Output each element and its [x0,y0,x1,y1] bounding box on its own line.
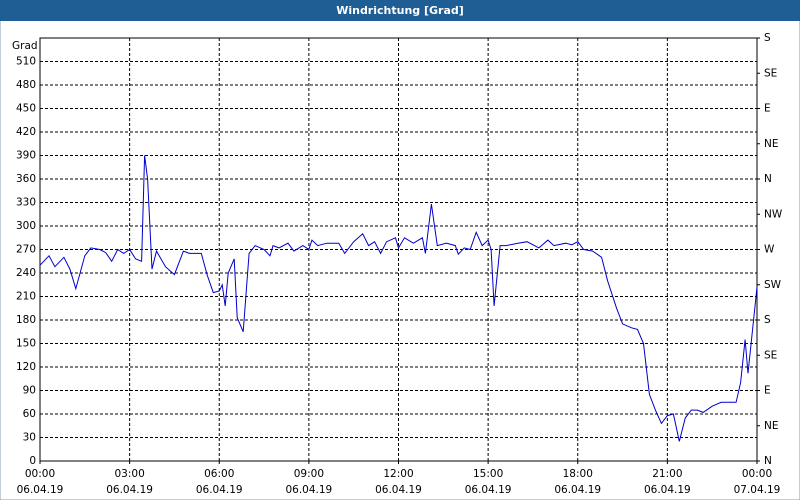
y-tick-label: 330 [16,197,36,209]
y-tick-label: 480 [16,79,36,91]
x-tick-date: 06.04.19 [17,484,64,496]
title-bar [0,0,800,21]
y-tick-label: 150 [16,338,36,350]
y2-tick-label: S [764,32,771,44]
y-tick-label: 30 [23,432,36,444]
y-tick-label: 240 [16,267,36,279]
x-tick-date: 06.04.19 [465,484,512,496]
y2-tick-label: NE [764,420,779,432]
y-tick-label: 60 [23,408,36,420]
y-tick-label: 390 [16,150,36,162]
y2-tick-label: W [764,244,775,256]
y2-tick-label: E [764,385,771,397]
x-tick-date: 07.04.19 [734,484,781,496]
y2-tick-label: E [764,103,771,115]
y-tick-label: 300 [16,220,36,232]
y-tick-label: 450 [16,103,36,115]
x-tick-date: 06.04.19 [106,484,153,496]
y-tick-label: 270 [16,244,36,256]
chart-title: Windrichtung [Grad] [336,4,464,17]
x-tick-date: 06.04.19 [196,484,243,496]
y2-tick-label: SE [764,349,777,361]
x-tick-label: 12:00 [383,468,413,480]
y2-tick-label: S [764,314,771,326]
x-tick-label: 06:00 [204,468,234,480]
plot-frame [39,37,758,462]
x-tick-date: 06.04.19 [644,484,691,496]
data-line [39,155,758,442]
y-tick-label: 420 [16,126,36,138]
x-tick-label: 15:00 [473,468,503,480]
y-tick-label: 510 [16,56,36,68]
x-tick-label: 00:00 [25,468,55,480]
x-tick-date: 06.04.19 [554,484,601,496]
x-tick-label: 00:00 [742,468,772,480]
y-tick-label: 360 [16,173,36,185]
x-tick-label: 09:00 [294,468,324,480]
y2-tick-label: N [764,173,772,185]
x-tick-label: 21:00 [652,468,682,480]
y2-tick-label: NW [764,208,783,220]
y2-tick-label: N [764,455,772,467]
x-tick-date: 06.04.19 [375,484,422,496]
y2-tick-label: SW [764,279,782,291]
y-axis-label: Grad [12,40,38,52]
y-tick-label: 210 [16,291,36,303]
y-tick-label: 180 [16,314,36,326]
x-tick-label: 03:00 [114,468,144,480]
x-tick-label: 18:00 [563,468,593,480]
y-tick-label: 90 [23,385,36,397]
x-tick-date: 06.04.19 [285,484,332,496]
y2-tick-label: NE [764,138,779,150]
y2-tick-label: SE [764,67,777,79]
y-tick-label: 0 [29,455,36,467]
y-tick-label: 120 [16,361,36,373]
